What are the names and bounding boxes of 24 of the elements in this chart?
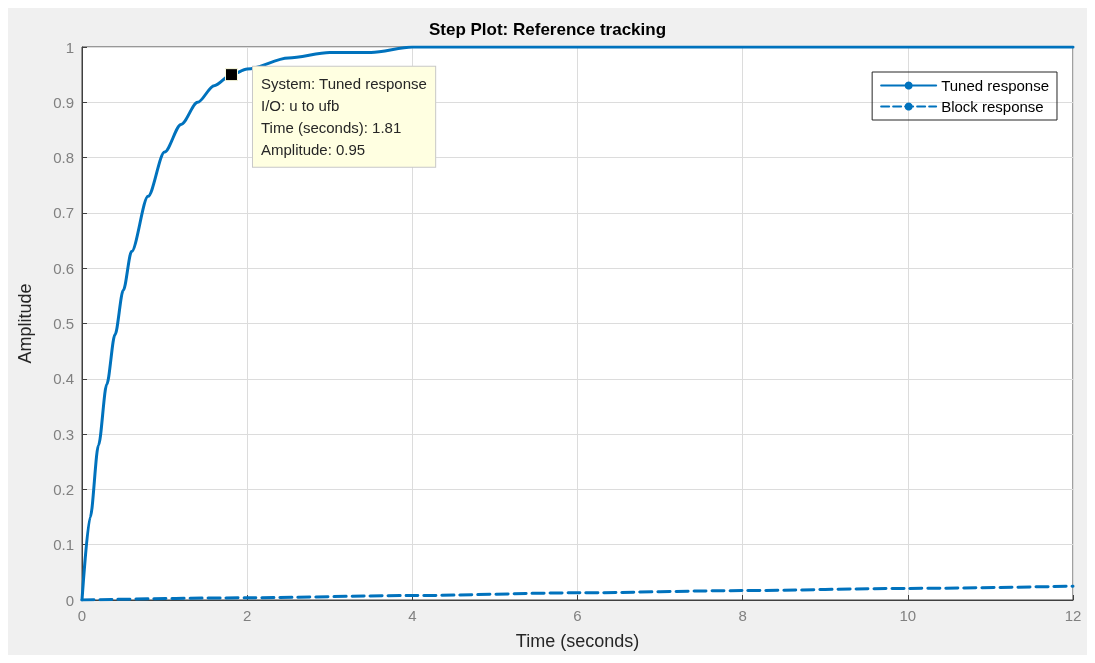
- y-tick-label: 0.1: [53, 536, 74, 554]
- y-tick-label: 0.7: [53, 204, 74, 222]
- y-tick-label: 0.4: [53, 370, 74, 388]
- chart-title: Step Plot: Reference tracking: [428, 20, 667, 39]
- x-tick-label: 6: [573, 607, 582, 624]
- y-tick-label: 0.5: [53, 315, 74, 332]
- x-tick-label: 10: [899, 607, 917, 624]
- y-tick-label: 0: [65, 591, 74, 609]
- y-axis-title: Amplitude: [15, 283, 35, 364]
- x-tick-label: 0: [77, 607, 87, 624]
- y-tick-label: 1: [65, 38, 74, 56]
- x-tick-label: 8: [738, 607, 747, 624]
- y-tick-label: 0.9: [53, 93, 74, 111]
- x-axis-title: Time (seconds): [515, 631, 640, 651]
- annotation: System: Tuned response I/O: u to ufb Time (seconds): 1.81 Amplitude: 0.95: [260, 75, 427, 159]
- legend-label: Tuned response: [941, 77, 1050, 94]
- legend-label: Block response: [941, 98, 1044, 115]
- x-tick-label: 2: [242, 607, 252, 624]
- x-tick-label: 4: [408, 607, 417, 624]
- y-tick-label: 0.8: [53, 149, 74, 167]
- y-tick-label: 0.3: [53, 425, 74, 443]
- y-tick-label: 0.2: [53, 480, 74, 498]
- y-tick-label: 0.6: [53, 259, 74, 277]
- x-tick-label: 12: [1064, 607, 1082, 624]
